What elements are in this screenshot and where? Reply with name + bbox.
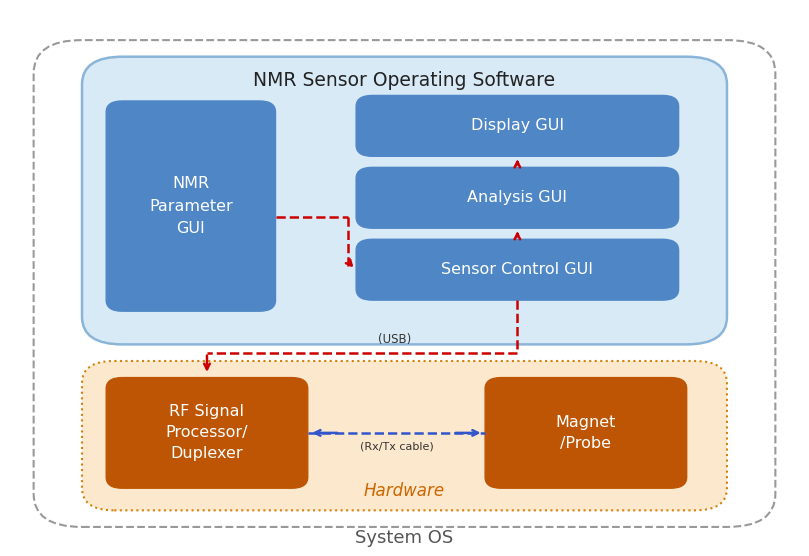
Text: NMR
Parameter
GUI: NMR Parameter GUI <box>149 176 233 236</box>
Text: RF Signal
Processor/
Duplexer: RF Signal Processor/ Duplexer <box>166 404 248 461</box>
FancyBboxPatch shape <box>82 361 727 510</box>
Text: Display GUI: Display GUI <box>471 118 564 133</box>
Text: NMR Sensor Operating Software: NMR Sensor Operating Software <box>253 71 556 90</box>
Text: Hardware: Hardware <box>364 483 445 500</box>
FancyBboxPatch shape <box>485 378 687 488</box>
FancyBboxPatch shape <box>34 40 775 527</box>
Text: (USB): (USB) <box>378 333 411 346</box>
Text: Analysis GUI: Analysis GUI <box>468 190 567 205</box>
FancyBboxPatch shape <box>106 101 276 311</box>
Text: Magnet
/Probe: Magnet /Probe <box>556 415 616 451</box>
Text: System OS: System OS <box>355 529 454 548</box>
FancyBboxPatch shape <box>106 378 307 488</box>
Text: Sensor Control GUI: Sensor Control GUI <box>442 262 593 277</box>
FancyBboxPatch shape <box>82 57 727 344</box>
FancyBboxPatch shape <box>356 239 679 300</box>
FancyBboxPatch shape <box>356 96 679 156</box>
FancyBboxPatch shape <box>356 167 679 228</box>
Text: (Rx/Tx cable): (Rx/Tx cable) <box>359 441 434 451</box>
